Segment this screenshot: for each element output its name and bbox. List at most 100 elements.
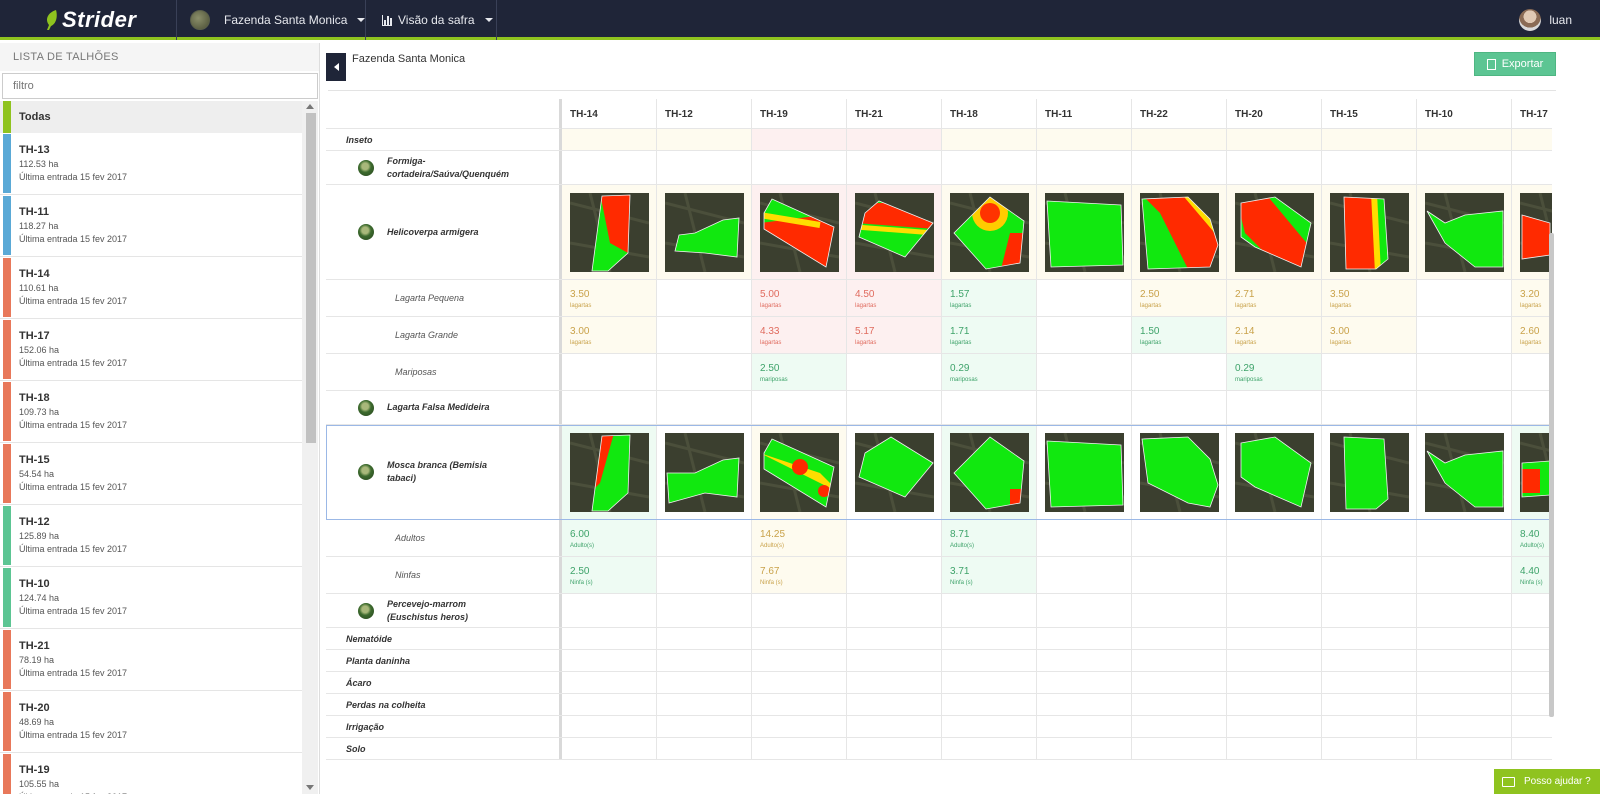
table-cell[interactable] xyxy=(1322,557,1417,593)
table-cell[interactable] xyxy=(657,628,752,649)
sidebar-item-plot[interactable]: TH-19 105.55 ha Última entrada 15 fev 2017 xyxy=(0,753,302,794)
table-cell[interactable] xyxy=(942,716,1037,737)
table-cell[interactable] xyxy=(1322,185,1417,279)
table-cell[interactable] xyxy=(1417,354,1512,390)
table-row[interactable]: Formiga-cortadeira/Saúva/Quenquém xyxy=(326,151,1552,185)
table-row[interactable]: Lagarta Grande 3.00 lagartas 4.33 lagartas 5.… xyxy=(326,317,1552,354)
field-heatmap[interactable] xyxy=(1425,193,1504,272)
table-cell[interactable]: 0.29 mariposas xyxy=(1227,354,1322,390)
table-cell[interactable] xyxy=(657,672,752,693)
table-row[interactable]: Lagarta Pequena 3.50 lagartas 5.00 lagartas 4… xyxy=(326,280,1552,317)
table-cell[interactable] xyxy=(1037,738,1132,759)
table-cell[interactable] xyxy=(1037,557,1132,593)
table-row[interactable]: Planta daninha xyxy=(326,650,1552,672)
field-heatmap[interactable] xyxy=(665,193,744,272)
field-heatmap[interactable] xyxy=(1330,433,1409,512)
field-heatmap[interactable] xyxy=(1045,193,1124,272)
table-cell[interactable] xyxy=(1322,425,1417,519)
sidebar-scrollbar[interactable] xyxy=(302,101,318,794)
table-cell[interactable] xyxy=(562,716,657,737)
table-cell[interactable] xyxy=(1417,694,1512,715)
sidebar-item-plot[interactable]: TH-13 112.53 ha Última entrada 15 fev 2017 xyxy=(0,133,302,195)
table-row[interactable]: Ácaro xyxy=(326,672,1552,694)
table-cell[interactable] xyxy=(942,129,1037,150)
table-cell[interactable] xyxy=(562,354,657,390)
table-cell[interactable] xyxy=(942,594,1037,627)
table-cell[interactable] xyxy=(562,650,657,671)
table-cell[interactable] xyxy=(847,594,942,627)
table-cell[interactable] xyxy=(752,391,847,424)
scrollbar-thumb[interactable] xyxy=(306,113,316,443)
sidebar-item-plot[interactable]: TH-15 54.54 ha Última entrada 15 fev 2017 xyxy=(0,443,302,505)
table-cell[interactable] xyxy=(847,129,942,150)
table-cell[interactable]: 14.25 Adulto(s) xyxy=(752,520,847,556)
table-cell[interactable] xyxy=(1037,129,1132,150)
table-cell[interactable] xyxy=(752,151,847,184)
table-cell[interactable] xyxy=(752,594,847,627)
table-cell[interactable]: 3.71 Ninfa (s) xyxy=(942,557,1037,593)
table-cell[interactable]: 8.40 Adulto(s) xyxy=(1512,520,1552,556)
field-heatmap[interactable] xyxy=(1520,433,1552,512)
table-cell[interactable] xyxy=(1132,628,1227,649)
help-chat-button[interactable]: Posso ajudar ? xyxy=(1494,769,1600,794)
table-cell[interactable] xyxy=(1037,672,1132,693)
table-cell[interactable] xyxy=(1132,520,1227,556)
table-cell[interactable] xyxy=(1132,594,1227,627)
column-header[interactable]: TH-15 xyxy=(1322,99,1417,129)
table-cell[interactable] xyxy=(1037,650,1132,671)
sidebar-item-plot[interactable]: TH-20 48.69 ha Última entrada 15 fev 2017 xyxy=(0,691,302,753)
table-cell[interactable] xyxy=(1227,151,1322,184)
table-cell[interactable] xyxy=(1227,716,1322,737)
strider-logo[interactable]: Strider xyxy=(44,6,136,34)
table-cell[interactable] xyxy=(1322,716,1417,737)
table-cell[interactable] xyxy=(562,594,657,627)
table-cell[interactable] xyxy=(657,716,752,737)
table-cell[interactable]: 5.17 lagartas xyxy=(847,317,942,353)
table-cell[interactable] xyxy=(1227,650,1322,671)
table-cell[interactable] xyxy=(847,557,942,593)
view-selector[interactable]: Visão da safra xyxy=(382,0,493,40)
table-cell[interactable] xyxy=(1037,354,1132,390)
table-cell[interactable] xyxy=(1132,185,1227,279)
table-row[interactable]: Helicoverpa armigera xyxy=(326,185,1552,280)
table-cell[interactable] xyxy=(562,129,657,150)
table-cell[interactable] xyxy=(1512,738,1552,759)
table-row[interactable]: Lagarta Falsa Medideira xyxy=(326,391,1552,425)
table-cell[interactable] xyxy=(847,520,942,556)
table-cell[interactable] xyxy=(1512,129,1552,150)
table-cell[interactable] xyxy=(1037,628,1132,649)
table-cell[interactable] xyxy=(1417,129,1512,150)
table-cell[interactable] xyxy=(1132,425,1227,519)
table-cell[interactable]: 1.71 lagartas xyxy=(942,317,1037,353)
table-cell[interactable] xyxy=(942,650,1037,671)
table-cell[interactable] xyxy=(1417,151,1512,184)
table-cell[interactable] xyxy=(657,694,752,715)
table-cell[interactable] xyxy=(1227,391,1322,424)
table-cell[interactable] xyxy=(1322,391,1417,424)
table-cell[interactable]: 0.29 mariposas xyxy=(942,354,1037,390)
table-cell[interactable] xyxy=(1132,672,1227,693)
table-row[interactable]: Nematóide xyxy=(326,628,1552,650)
field-heatmap[interactable] xyxy=(950,193,1029,272)
table-cell[interactable] xyxy=(1512,628,1552,649)
farm-selector[interactable]: Fazenda Santa Monica xyxy=(190,0,366,40)
table-cell[interactable] xyxy=(1227,628,1322,649)
table-cell[interactable] xyxy=(942,391,1037,424)
table-cell[interactable]: 1.50 lagartas xyxy=(1132,317,1227,353)
column-header[interactable]: TH-12 xyxy=(657,99,752,129)
table-cell[interactable] xyxy=(657,391,752,424)
table-cell[interactable] xyxy=(1227,520,1322,556)
table-cell[interactable] xyxy=(1322,151,1417,184)
table-cell[interactable] xyxy=(1512,594,1552,627)
filter-input[interactable] xyxy=(2,73,318,99)
column-header[interactable]: TH-14 xyxy=(562,99,657,129)
table-cell[interactable] xyxy=(1417,185,1512,279)
table-cell[interactable]: 8.71 Adulto(s) xyxy=(942,520,1037,556)
field-heatmap[interactable] xyxy=(570,433,649,512)
table-cell[interactable] xyxy=(1322,594,1417,627)
table-cell[interactable] xyxy=(1132,354,1227,390)
table-cell[interactable] xyxy=(657,738,752,759)
field-heatmap[interactable] xyxy=(1330,193,1409,272)
table-cell[interactable] xyxy=(1512,185,1552,279)
sidebar-item-plot[interactable]: TH-18 109.73 ha Última entrada 15 fev 2017 xyxy=(0,381,302,443)
